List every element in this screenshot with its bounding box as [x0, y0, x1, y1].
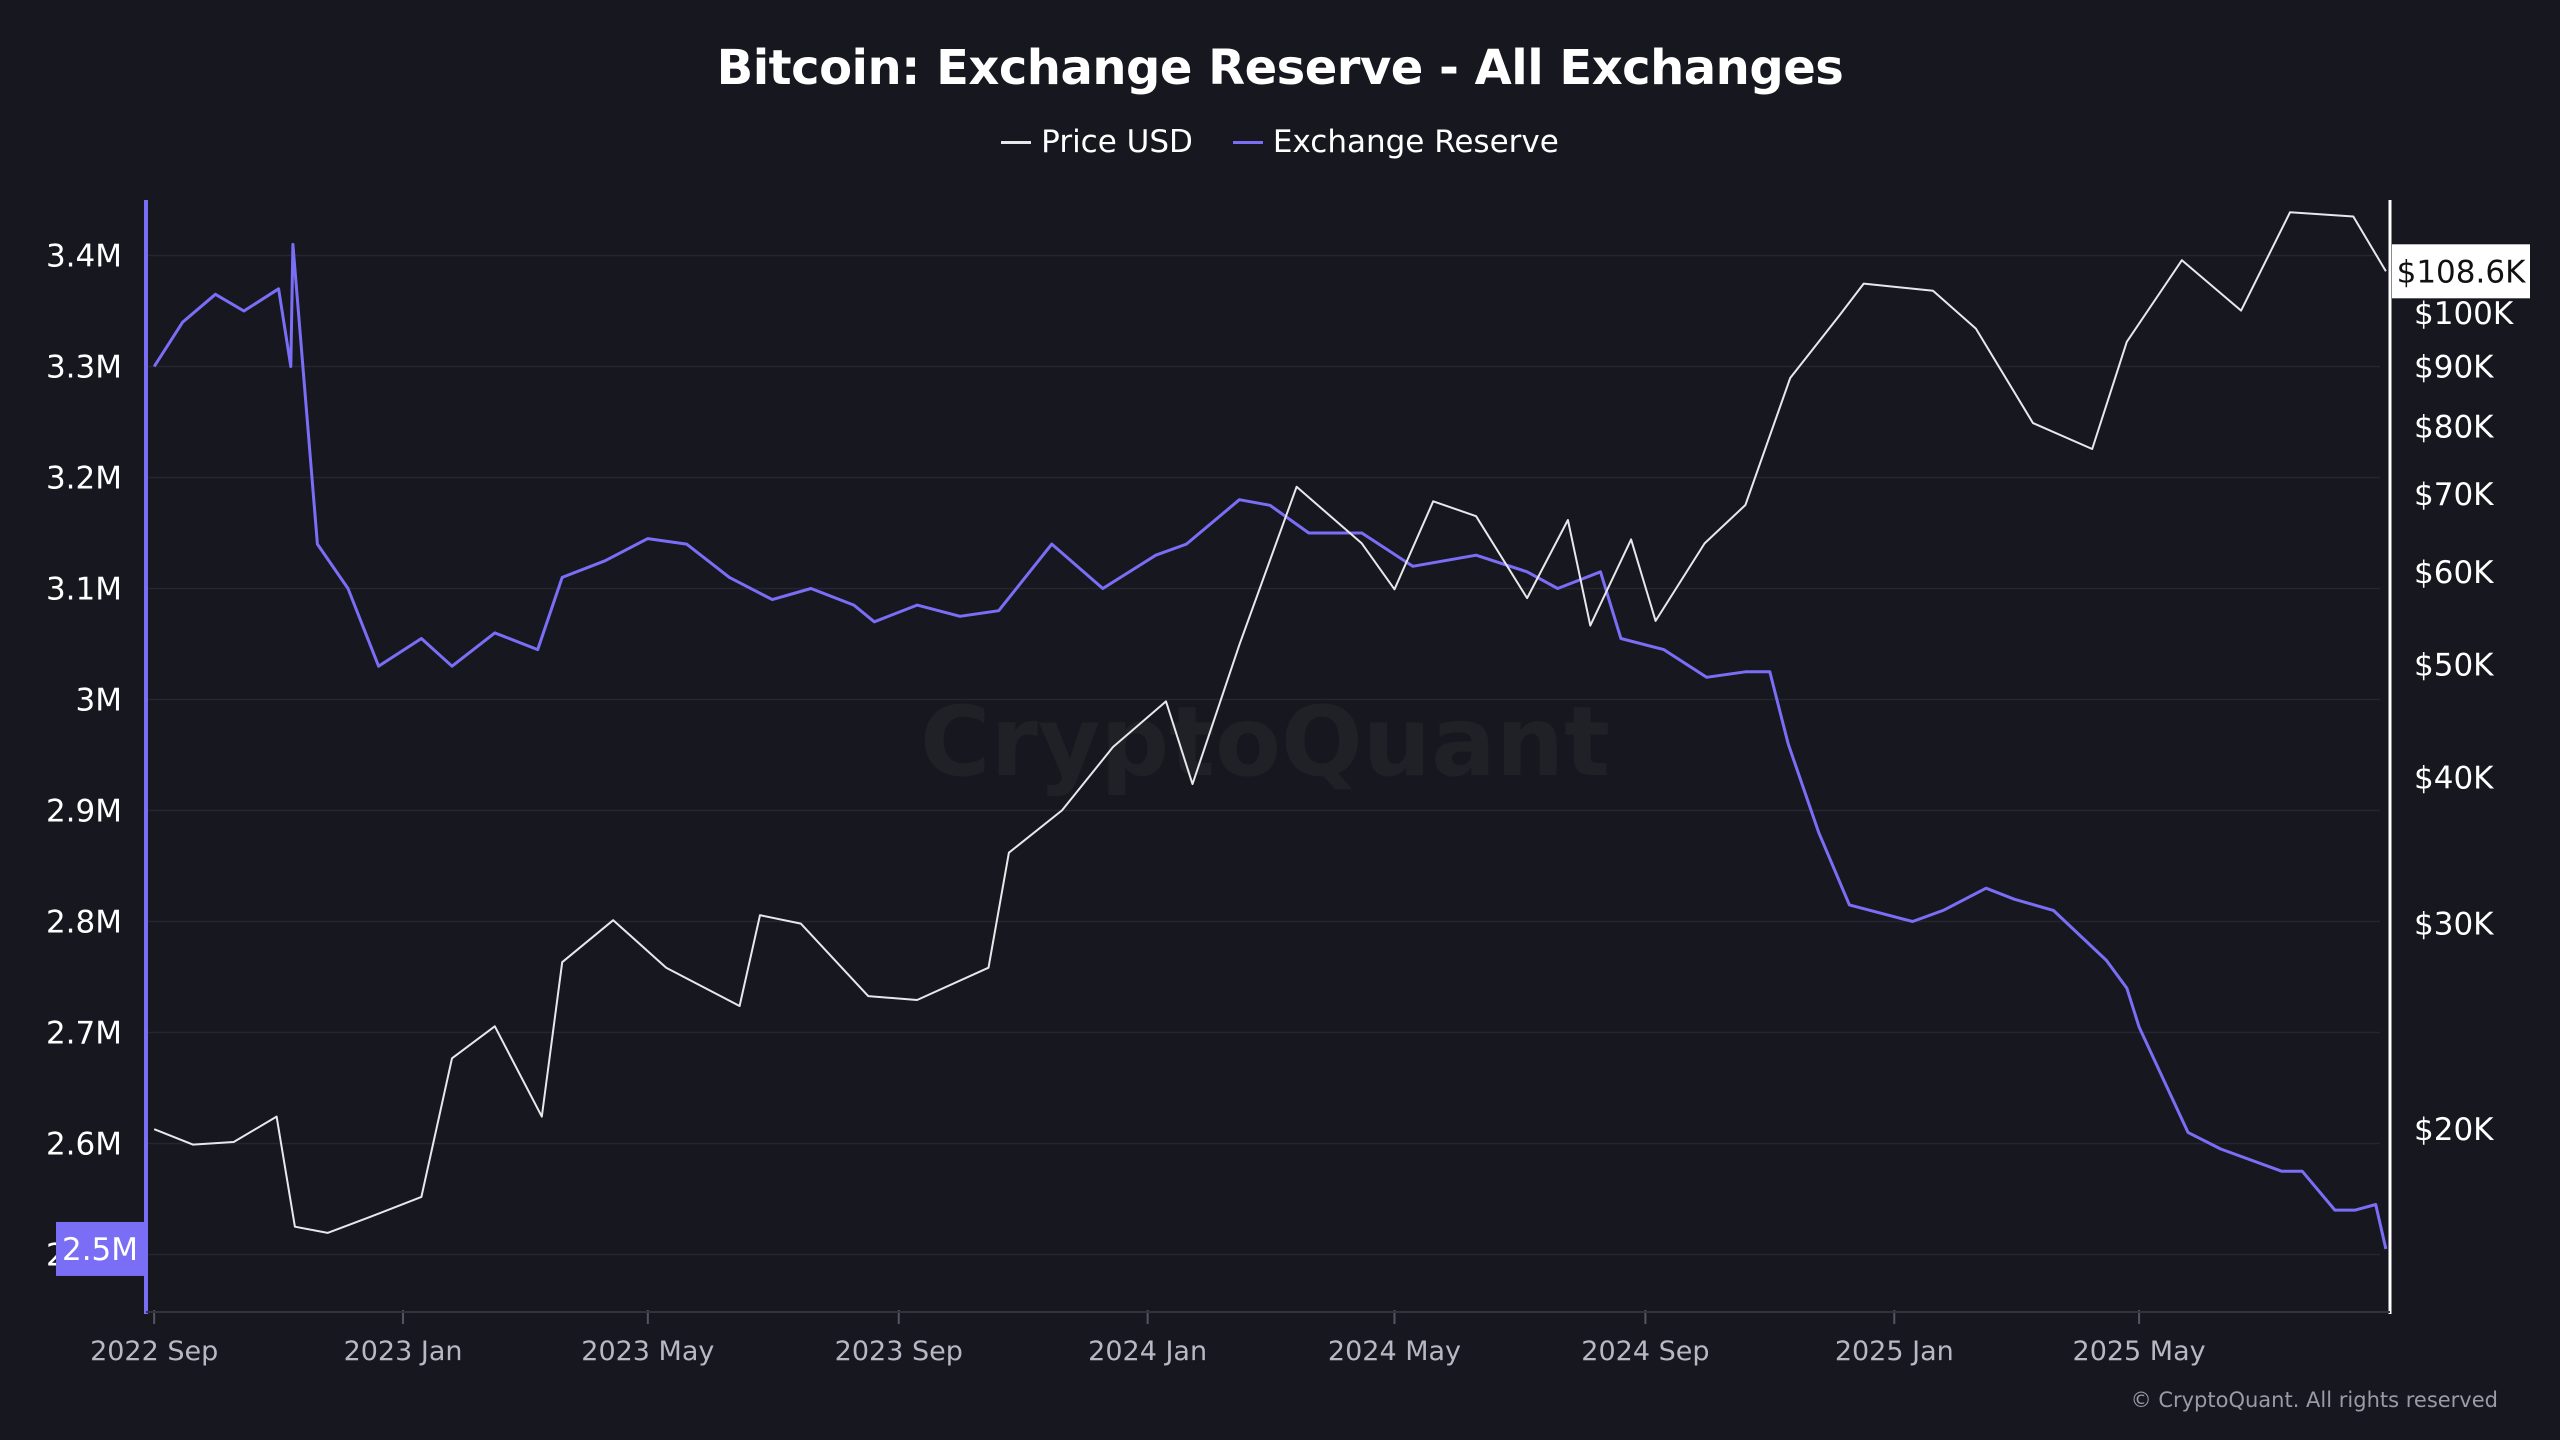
- y-right-tick-label: $90K: [2414, 350, 2494, 386]
- y-left-tick-label: 2.6M: [46, 1127, 122, 1163]
- series-line-price: [153, 211, 2387, 1234]
- y-right-tick-label: $60K: [2414, 555, 2494, 591]
- y-left-tick-label: 3.3M: [46, 350, 122, 386]
- y-right-tick-label: $50K: [2414, 648, 2494, 684]
- y-right-tick-label: $70K: [2414, 477, 2494, 513]
- y-right-tick-label: $80K: [2414, 409, 2494, 445]
- series-line-reserve: [152, 242, 2388, 1250]
- x-tick-label: 2025 May: [2073, 1336, 2206, 1367]
- y-left-tick-label: 2.7M: [46, 1016, 122, 1052]
- x-tick-label: 2024 Jan: [1088, 1336, 1207, 1367]
- y-left-tick-label: 3.1M: [46, 572, 122, 608]
- y-left-tick-label: 3.4M: [46, 239, 122, 275]
- x-tick-label: 2023 May: [581, 1336, 714, 1367]
- y-right-tick-label: $20K: [2414, 1112, 2494, 1148]
- chart-title: Bitcoin: Exchange Reserve - All Exchange…: [716, 40, 1844, 96]
- price-current-badge: [2392, 244, 2530, 299]
- legend-swatch-reserve: [1232, 140, 1263, 144]
- x-tick-label: 2024 May: [1328, 1336, 1461, 1367]
- x-tick-label: 2025 Jan: [1835, 1336, 1954, 1367]
- legend-item-reserve[interactable]: Exchange Reserve: [1232, 124, 1559, 160]
- y-right-tick-label: $100K: [2414, 296, 2514, 332]
- price-current-label: $108.6K: [2397, 254, 2526, 290]
- y-left-tick-label: 2.8M: [46, 905, 122, 941]
- x-tick-label: 2022 Sep: [90, 1336, 218, 1367]
- y-left-tick-label: 3M: [76, 683, 122, 719]
- lines-layer: [152, 211, 2388, 1250]
- axes-layer: CryptoQuant: [144, 200, 2392, 1324]
- y-left-tick-label: 3.2M: [46, 461, 122, 497]
- legend-item-price[interactable]: Price USD: [1001, 124, 1193, 160]
- labels-layer: 3.4M 3.3M 3.2M 3.1M 3M 2.9M 2.8M 2.7M 2.6M 2.5M $1…: [46, 239, 2530, 1367]
- y-right-tick-label: $30K: [2414, 907, 2494, 943]
- x-tick-label: 2023 Jan: [344, 1336, 463, 1367]
- watermark-logo: CryptoQuant: [920, 686, 1610, 798]
- reserve-current-label: 2.5M: [62, 1232, 138, 1268]
- grid-layer: [146, 254, 2380, 1256]
- chart-legend: Price USD Exchange Reserve: [0, 124, 2560, 160]
- y-right-tick-label: $40K: [2414, 761, 2494, 797]
- x-tick-label: 2023 Sep: [835, 1336, 963, 1367]
- copyright-footer: © CryptoQuant. All rights reserved: [2130, 1388, 2498, 1412]
- legend-label-reserve: Exchange Reserve: [1272, 124, 1559, 160]
- legend-label-price: Price USD: [1041, 124, 1193, 160]
- y-left-tick-label: 2.9M: [46, 794, 122, 830]
- legend-swatch-price: [1001, 140, 1032, 144]
- x-tick-label: 2024 Sep: [1581, 1336, 1709, 1367]
- reserve-current-badge: [56, 1221, 144, 1276]
